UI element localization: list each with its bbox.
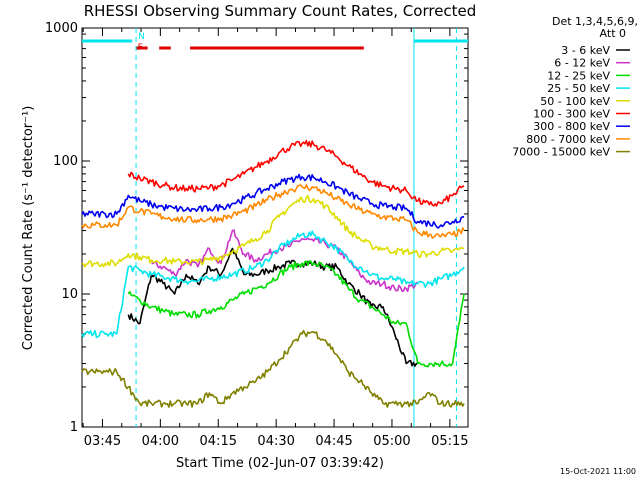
legend-entry-label: 50 - 100 keV [540,95,610,108]
legend-entry-label: 6 - 12 keV [554,57,610,70]
y-tick-labels: 1 10 100 1000 [45,21,78,435]
legend-entry-label: 100 - 300 keV [533,108,610,121]
footer-date: 15-Oct-2021 11:00 [560,467,636,476]
y-tick-label: 100 [53,154,78,169]
chart-title: RHESSI Observing Summary Count Rates, Co… [84,2,477,20]
legend-entry-label: 25 - 50 keV [547,82,610,95]
x-tick-label: 04:00 [142,434,179,449]
y-axis-label: Corrected Count Rate (s⁻¹ detector⁻¹) [21,106,36,351]
x-tick-label: 03:45 [84,434,121,449]
series-line-3 [81,230,465,339]
legend-entry-label: 12 - 25 keV [547,69,610,82]
x-tick-label: 05:15 [431,434,468,449]
series-line-6 [81,173,465,229]
series-line-7 [81,184,465,239]
plot-frame [81,27,469,428]
observing-flags: NF [82,32,468,53]
legend-entry-label: 800 - 7000 keV [526,133,610,146]
legend-header-line-1: Det 1,3,4,5,6,9, [552,15,638,28]
vertical-markers [135,28,457,427]
flag-label-F: F [138,43,143,53]
series-line-5 [127,139,465,207]
y-tick-label: 10 [61,287,78,302]
series-line-0 [127,247,418,367]
x-tick-labels: 03:45 04:00 04:15 04:30 04:45 05:00 05:15 [84,434,469,449]
y-tick-label: 1000 [45,21,78,36]
x-tick-label: 05:00 [373,434,410,449]
flag-label-N: N [138,32,145,42]
x-tick-label: 04:45 [315,434,352,449]
legend-entry-label: 300 - 800 keV [533,120,610,133]
legend-header-line-2: Att 0 [600,27,626,40]
series-line-4 [81,194,465,268]
x-axis-label: Start Time (02-Jun-07 03:39:42) [176,456,384,471]
x-tick-label: 04:15 [200,434,237,449]
legend-entry-label: 7000 - 15000 keV [512,146,610,159]
series-line-2 [127,260,465,368]
axis-ticks [82,28,468,428]
y-tick-label: 1 [70,420,78,435]
series-line-8 [81,329,465,408]
x-tick-label: 04:30 [257,434,294,449]
series-layer [81,139,465,408]
legend-entry-label: 3 - 6 keV [561,44,610,57]
